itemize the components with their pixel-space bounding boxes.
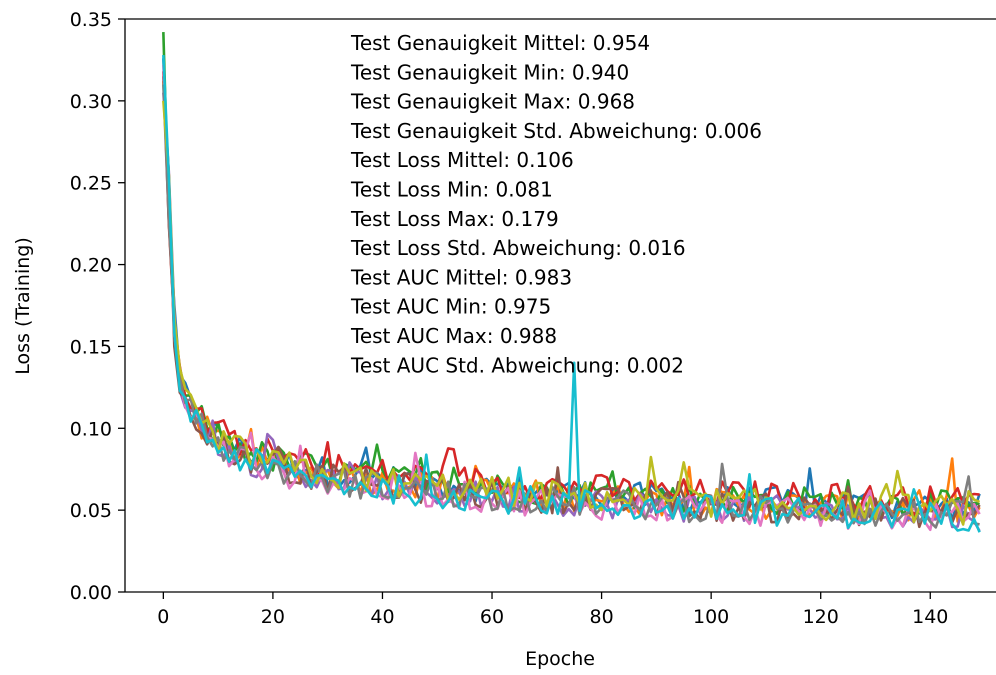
x-tick-label: 120 [803, 606, 839, 628]
series-line [162, 100, 981, 526]
series-lines [162, 32, 981, 533]
annotation-line: Test Genauigkeit Std. Abweichung: 0.006 [350, 119, 762, 143]
x-axis-ticks: 0 20 40 60 80 100 120 140 [157, 592, 948, 628]
annotation-line: Test Genauigkeit Mittel: 0.954 [350, 31, 650, 55]
x-axis-label: Epoche [525, 648, 595, 670]
x-tick-label: 20 [261, 606, 285, 628]
annotation-line: Test Loss Min: 0.081 [350, 178, 553, 202]
y-tick-label: 0.25 [70, 173, 112, 195]
y-tick-label: 0.20 [70, 255, 112, 277]
y-tick-label: 0.10 [70, 418, 112, 440]
annotation-line: Test Loss Max: 0.179 [350, 207, 559, 231]
annotation-line: Test Loss Std. Abweichung: 0.016 [350, 236, 686, 260]
x-tick-label: 100 [693, 606, 729, 628]
axes [124, 18, 996, 593]
annotation-line: Test AUC Std. Abweichung: 0.002 [350, 353, 684, 377]
x-tick-label: 40 [370, 606, 394, 628]
x-tick-label: 140 [912, 606, 948, 628]
x-tick-label: 80 [589, 606, 613, 628]
annotation-line: Test Genauigkeit Min: 0.940 [350, 60, 629, 84]
y-tick-label: 0.30 [70, 91, 112, 113]
annotation-line: Test AUC Max: 0.988 [350, 324, 557, 348]
annotation-line: Test AUC Min: 0.975 [350, 295, 551, 319]
annotation-line: Test AUC Mittel: 0.983 [350, 265, 572, 289]
y-tick-label: 0.00 [70, 582, 112, 604]
x-tick-label: 0 [157, 606, 169, 628]
annotation-block: Test Genauigkeit Mittel: 0.954 Test Genau… [350, 31, 762, 377]
series-line [162, 54, 981, 533]
y-tick-label: 0.35 [70, 9, 112, 31]
y-tick-label: 0.15 [70, 336, 112, 358]
y-axis-ticks: 0.00 0.05 0.10 0.15 0.20 0.25 0.30 0.35 [70, 9, 125, 604]
annotation-line: Test Loss Mittel: 0.106 [350, 148, 574, 172]
annotation-line: Test Genauigkeit Max: 0.968 [350, 90, 635, 114]
x-tick-label: 60 [480, 606, 504, 628]
y-axis-label: Loss (Training) [12, 237, 34, 375]
y-tick-label: 0.05 [70, 500, 112, 522]
